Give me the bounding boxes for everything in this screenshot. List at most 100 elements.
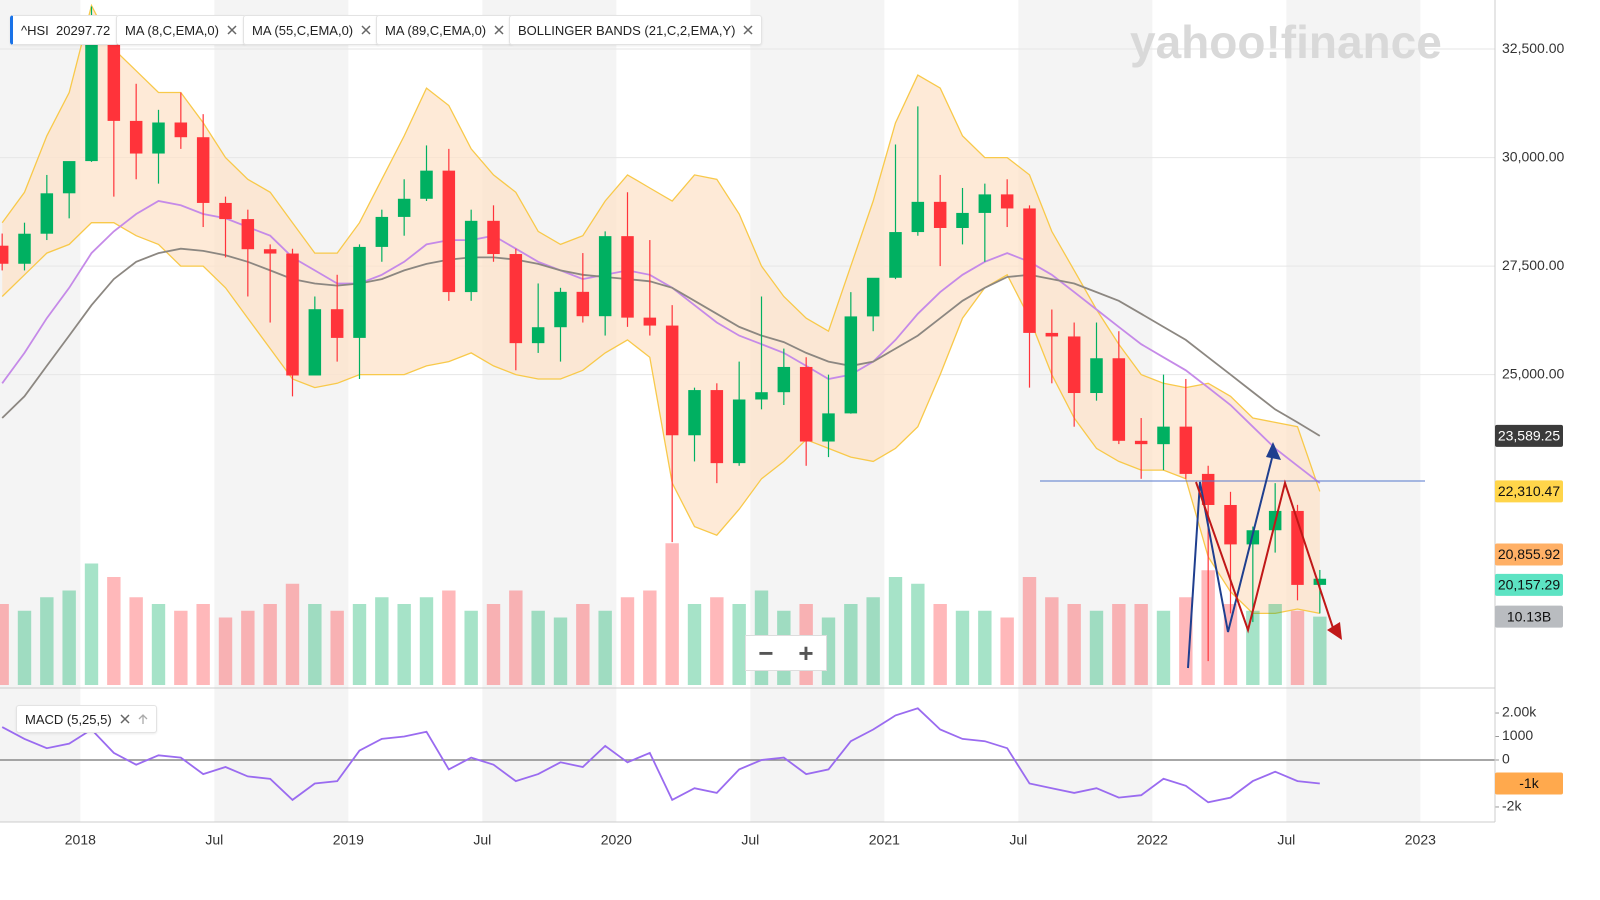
down-arrow: [1195, 479, 1334, 634]
y-tick-label: 30,000.00: [1502, 148, 1564, 164]
price-tag: 22,310.47: [1498, 483, 1560, 499]
candle-body: [1224, 504, 1237, 545]
candle-body: [1045, 332, 1059, 337]
x-tick-label: 2018: [65, 832, 96, 848]
moving-average: [1, 247, 1321, 437]
candle-body: [621, 236, 634, 318]
candle-body: [1134, 440, 1148, 445]
price-tag-box: [1495, 424, 1563, 447]
y-tick-label: 25,000.00: [1502, 365, 1564, 381]
macd-tag-box: [1495, 772, 1563, 795]
close-icon[interactable]: [743, 25, 753, 35]
candle-body: [956, 212, 969, 228]
period-stripe: [482, 0, 617, 822]
x-tick-label: Jul: [205, 832, 223, 848]
candle-body: [688, 390, 701, 436]
volume-bar: [84, 563, 99, 685]
zoom-in[interactable]: +: [798, 637, 814, 668]
period-stripe: [1286, 0, 1421, 822]
candle-body: [308, 309, 322, 376]
volume-bar: [598, 610, 612, 685]
macd-label: MACD (5,25,5): [25, 711, 112, 727]
close-icon[interactable]: [227, 25, 237, 35]
candle-body: [531, 327, 545, 344]
bollinger-upper: [1, 3, 1321, 492]
volume-bar: [978, 610, 992, 685]
candle-body: [286, 253, 299, 376]
indicator-label: BOLLINGER BANDS (21,C,2,EMA,Y): [518, 22, 736, 38]
volume-bar: [1022, 577, 1037, 685]
candle-body: [509, 254, 523, 344]
indicator-label: MA (55,C,EMA,0): [252, 22, 354, 38]
volume-bar: [643, 590, 657, 685]
volume-bar: [1268, 604, 1282, 685]
volume-bar: [241, 610, 255, 685]
candle-body: [911, 201, 925, 233]
candle-body: [1000, 194, 1014, 209]
candle-body: [643, 317, 657, 326]
candle-body: [799, 366, 813, 442]
candle-body: [18, 233, 31, 264]
candle-body: [464, 220, 478, 293]
price-tag: 20,855.92: [1498, 546, 1560, 562]
x-tick-label: 2020: [601, 832, 632, 848]
volume-bar: [330, 610, 344, 685]
candle-body: [353, 246, 366, 338]
candle-body: [375, 216, 389, 247]
volume-bar: [17, 610, 32, 685]
down-arrow-head: [1327, 622, 1342, 640]
volume-bar: [352, 604, 367, 685]
macd-tick-label: 0: [1502, 751, 1510, 767]
close-icon[interactable]: [361, 25, 371, 35]
volume-bar: [442, 590, 456, 685]
volume-bar: [687, 604, 702, 685]
candle-body: [330, 309, 344, 338]
candle-body: [1090, 358, 1103, 394]
candle-body: [174, 122, 188, 138]
macd-chip: MACD (5,25,5): [16, 705, 157, 733]
candle-body: [598, 236, 612, 317]
volume-bar: [62, 590, 76, 685]
volume-bar: [710, 597, 724, 685]
macd-tick-label: 1000: [1502, 727, 1533, 743]
candle-body: [1313, 578, 1327, 585]
indicator-chip: MA (89,C,EMA,0): [376, 15, 514, 45]
candle-body: [710, 390, 724, 464]
candle-body: [1179, 426, 1193, 474]
annotations: [1040, 442, 1425, 669]
volume-bar: [732, 604, 746, 685]
candle-body: [442, 170, 456, 293]
price-tag: 23,589.25: [1498, 428, 1560, 444]
candle-body: [1067, 336, 1081, 394]
volume-bar: [1000, 617, 1014, 685]
candle-body: [978, 194, 992, 213]
x-tick-label: 2023: [1405, 832, 1436, 848]
move-up-icon[interactable]: [138, 714, 148, 724]
x-tick-label: Jul: [1009, 832, 1027, 848]
candle-body: [1157, 426, 1170, 445]
volume-bar: [955, 610, 970, 685]
close-icon[interactable]: [120, 714, 130, 724]
volume-bar: [844, 604, 858, 685]
volume-bar: [553, 617, 568, 685]
zoom-out[interactable]: −: [758, 637, 774, 668]
volume-bar: [0, 604, 9, 685]
up-arrow-head: [1266, 442, 1281, 460]
candle-body: [732, 399, 746, 464]
candle-body: [487, 220, 500, 255]
close-icon[interactable]: [494, 25, 504, 35]
volume-bar: [531, 610, 545, 685]
bollinger-fill: [2, 5, 1320, 614]
volume-bar: [866, 597, 880, 685]
volume-bar: [1134, 604, 1148, 685]
candle-body: [107, 32, 121, 121]
candle-body: [129, 120, 143, 154]
period-stripe: [214, 0, 349, 822]
volume-bar: [129, 597, 143, 685]
candle-body: [1023, 208, 1036, 333]
macd-tag: -1k: [1519, 775, 1539, 791]
volume-bar: [397, 604, 411, 685]
indicator-label: MA (8,C,EMA,0): [125, 22, 219, 38]
